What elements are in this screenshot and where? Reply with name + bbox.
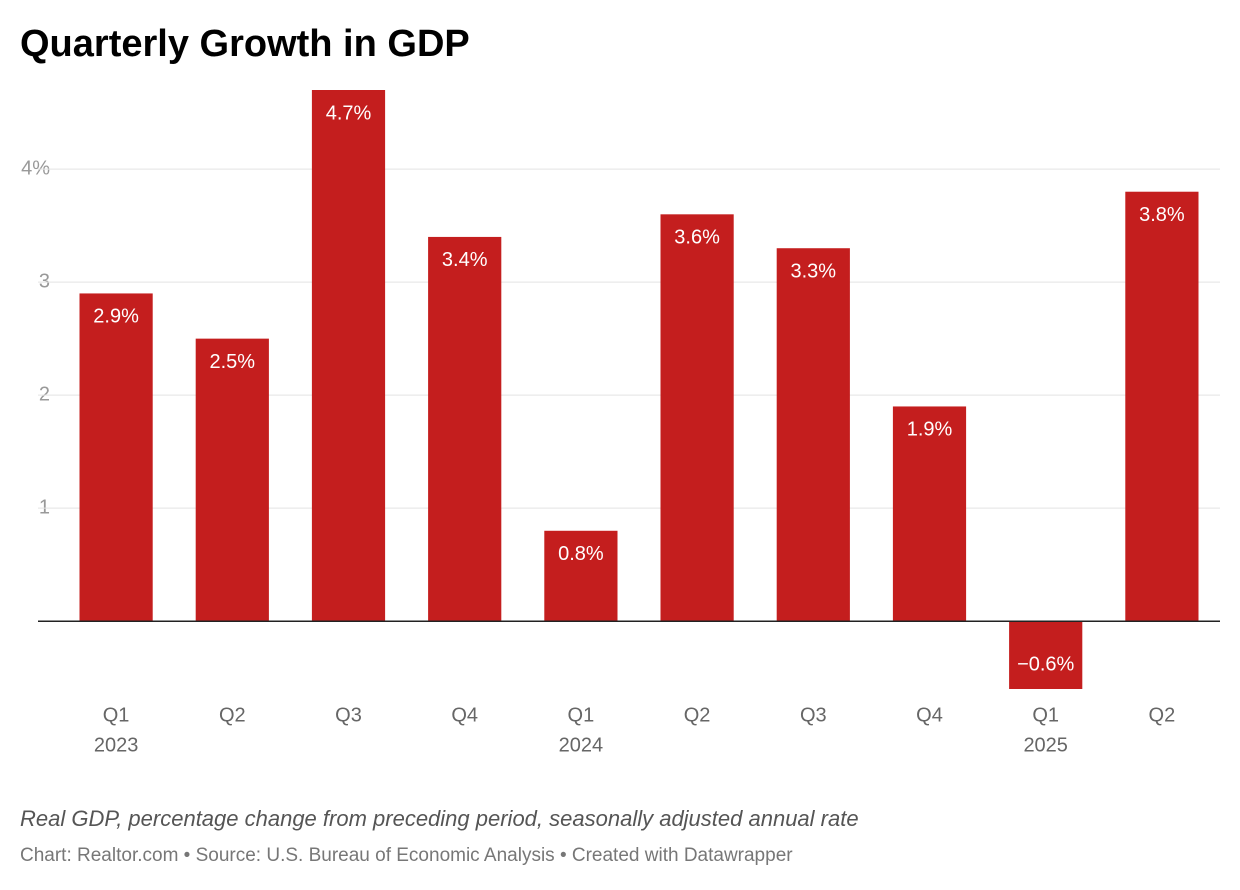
y-tick-label: 1 — [39, 496, 50, 518]
chart-notes: Real GDP, percentage change from precedi… — [20, 806, 859, 831]
value-label: 1.9% — [907, 419, 953, 441]
bar — [544, 530, 618, 622]
x-tick-year: 2024 — [559, 734, 604, 756]
x-tick-label: Q1 — [568, 704, 595, 726]
x-tick-label: Q3 — [335, 704, 362, 726]
y-tick-label: 4% — [21, 157, 50, 179]
bar — [1009, 621, 1083, 689]
x-tick-label: Q1 — [1032, 704, 1059, 726]
bar — [428, 236, 502, 622]
chart-source: Chart: Realtor.com • Source: U.S. Bureau… — [20, 845, 793, 866]
chart-title: Quarterly Growth in GDP — [20, 23, 470, 65]
x-tick-label: Q2 — [219, 704, 246, 726]
x-tick-year: 2023 — [94, 734, 139, 756]
value-label: 3.3% — [791, 261, 837, 283]
value-label: 2.5% — [210, 351, 256, 373]
x-tick-year: 2025 — [1023, 734, 1068, 756]
value-label: 2.9% — [93, 306, 139, 328]
value-label: 3.4% — [442, 249, 488, 271]
value-label: 3.8% — [1139, 204, 1185, 226]
x-tick-label: Q4 — [451, 704, 478, 726]
bar — [79, 293, 153, 622]
x-tick-label: Q1 — [103, 704, 130, 726]
bar — [776, 248, 850, 622]
value-label: −0.6% — [1017, 653, 1074, 675]
value-label: 4.7% — [326, 102, 372, 124]
x-tick-label: Q2 — [684, 704, 711, 726]
bar — [311, 90, 386, 622]
value-label: 3.6% — [674, 227, 720, 249]
bar — [1125, 191, 1199, 622]
bar — [195, 338, 269, 622]
y-tick-label: 2 — [39, 383, 50, 405]
value-label: 0.8% — [558, 543, 604, 565]
x-tick-label: Q3 — [800, 704, 827, 726]
bar — [660, 214, 734, 622]
bar — [892, 406, 967, 622]
x-tick-label: Q4 — [916, 704, 943, 726]
y-tick-label: 3 — [39, 270, 50, 292]
x-tick-label: Q2 — [1149, 704, 1176, 726]
